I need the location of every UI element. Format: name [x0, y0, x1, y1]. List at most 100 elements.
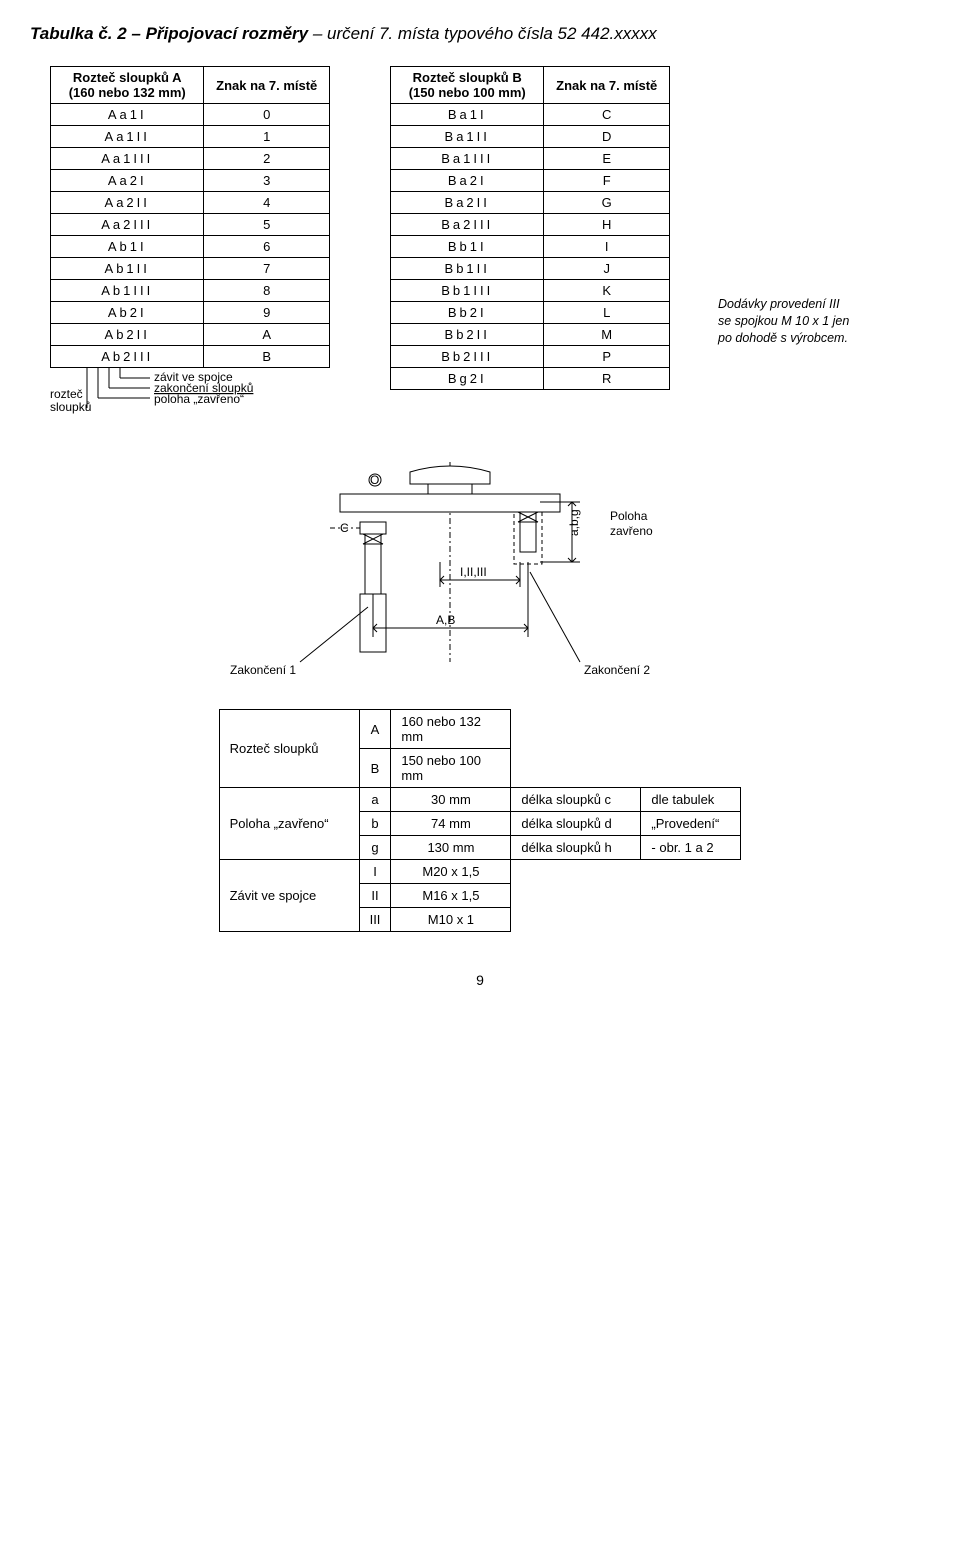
- table-row-value: 5: [204, 214, 330, 236]
- side-note: Dodávky provedení III se spojkou M 10 x …: [718, 296, 888, 347]
- table-row-code: Aa1II: [51, 126, 204, 148]
- legend-l4: poloha „zavřeno“: [154, 392, 244, 406]
- table-row-value: B: [204, 346, 330, 368]
- spec-cell: b: [359, 812, 391, 836]
- table-row-code: Aa1I: [51, 104, 204, 126]
- table-row-value: D: [544, 126, 670, 148]
- page-number: 9: [30, 972, 930, 988]
- table-row-code: Ba2III: [391, 214, 544, 236]
- diagram-label-abg: a,b,g: [567, 509, 581, 536]
- table-row-code: Ba1I: [391, 104, 544, 126]
- table-row-code: Aa2I: [51, 170, 204, 192]
- table-row-value: H: [544, 214, 670, 236]
- table-a-header2: Znak na 7. místě: [204, 67, 330, 104]
- table-row-code: Aa2II: [51, 192, 204, 214]
- spec-cell: délka sloupků d: [511, 812, 641, 836]
- table-row-value: 6: [204, 236, 330, 258]
- spec-cell: I: [359, 860, 391, 884]
- table-row-code: Aa1III: [51, 148, 204, 170]
- table-row-code: Ab1I: [51, 236, 204, 258]
- table-row-code: Ba2II: [391, 192, 544, 214]
- table-row-code: Ba2I: [391, 170, 544, 192]
- spec-cell: dle tabulek: [641, 788, 741, 812]
- spec-cell: 130 mm: [391, 836, 511, 860]
- table-a: Rozteč sloupků A (160 nebo 132 mm) Znak …: [50, 66, 330, 368]
- spec-cell: g: [359, 836, 391, 860]
- table-row-value: C: [544, 104, 670, 126]
- title-bold: Tabulka č. 2 – Připojovací rozměry: [30, 24, 308, 43]
- table-row-value: A: [204, 324, 330, 346]
- table-row-value: 7: [204, 258, 330, 280]
- diagram-label-z1: Zakončení 1: [230, 663, 296, 677]
- table-row-value: 4: [204, 192, 330, 214]
- table-row-value: 1: [204, 126, 330, 148]
- table-row-value: L: [544, 302, 670, 324]
- legend-bracket: roztečsloupků závit ve spojce zakončení …: [50, 368, 350, 432]
- spec-cell: 74 mm: [391, 812, 511, 836]
- table-row-code: Bb1II: [391, 258, 544, 280]
- spec-r2-label: Poloha „zavřeno“: [219, 788, 359, 860]
- spec-cell: M20 x 1,5: [391, 860, 511, 884]
- spec-r1-label: Rozteč sloupků: [219, 710, 359, 788]
- spec-cell: M10 x 1: [391, 908, 511, 932]
- table-row-code: Bb1III: [391, 280, 544, 302]
- diagram-label-C: C: [340, 521, 349, 535]
- table-row-code: Bb1I: [391, 236, 544, 258]
- table-row-code: Bb2II: [391, 324, 544, 346]
- spec-cell: „Provedení“: [641, 812, 741, 836]
- diagram-label-O: O: [370, 473, 379, 487]
- table-row-code: Ba1III: [391, 148, 544, 170]
- table-row-value: 2: [204, 148, 330, 170]
- legend-l1: roztečsloupků: [50, 387, 91, 414]
- title-italic: – určení 7. místa typového čísla 52 442.…: [308, 24, 657, 43]
- spec-cell: - obr. 1 a 2: [641, 836, 741, 860]
- table-row-value: 3: [204, 170, 330, 192]
- table-row-value: M: [544, 324, 670, 346]
- table-row-value: G: [544, 192, 670, 214]
- table-row-value: 8: [204, 280, 330, 302]
- table-row-value: R: [544, 368, 670, 390]
- table-row-code: Bg2I: [391, 368, 544, 390]
- table-row-value: F: [544, 170, 670, 192]
- spec-cell: M16 x 1,5: [391, 884, 511, 908]
- table-row-value: 0: [204, 104, 330, 126]
- table-row-code: Aa2III: [51, 214, 204, 236]
- diagram-label-iii: I,II,III: [460, 565, 487, 579]
- table-row-code: Bb2III: [391, 346, 544, 368]
- spec-cell: II: [359, 884, 391, 908]
- mechanical-diagram: O C a,b,g Poloha zavřeno I,II,III Zakonč…: [180, 462, 780, 685]
- table-row-value: E: [544, 148, 670, 170]
- spec-cell: A: [359, 710, 391, 749]
- spec-cell: 160 nebo 132 mm: [391, 710, 511, 749]
- spec-cell: 30 mm: [391, 788, 511, 812]
- spec-table: Rozteč sloupků A 160 nebo 132 mm B 150 n…: [219, 709, 742, 932]
- spec-cell: délka sloupků c: [511, 788, 641, 812]
- table-row-code: Ab1III: [51, 280, 204, 302]
- table-row-value: J: [544, 258, 670, 280]
- diagram-label-z2: Zakončení 2: [584, 663, 650, 677]
- table-b: Rozteč sloupků B (150 nebo 100 mm) Znak …: [390, 66, 670, 390]
- table-a-header1: Rozteč sloupků A (160 nebo 132 mm): [51, 67, 204, 104]
- table-row-value: I: [544, 236, 670, 258]
- table-row-code: Bb2I: [391, 302, 544, 324]
- table-row-value: 9: [204, 302, 330, 324]
- table-row-code: Ab1II: [51, 258, 204, 280]
- spec-cell: 150 nebo 100 mm: [391, 749, 511, 788]
- table-b-header1: Rozteč sloupků B (150 nebo 100 mm): [391, 67, 544, 104]
- table-b-header2: Znak na 7. místě: [544, 67, 670, 104]
- spec-cell: B: [359, 749, 391, 788]
- diagram-label-poloha2: zavřeno: [610, 524, 653, 538]
- page-title: Tabulka č. 2 – Připojovací rozměry – urč…: [30, 24, 930, 44]
- table-row-value: K: [544, 280, 670, 302]
- table-row-code: Ab2I: [51, 302, 204, 324]
- table-row-code: Ab2III: [51, 346, 204, 368]
- spec-cell: a: [359, 788, 391, 812]
- diagram-label-AB: A,B: [436, 613, 455, 627]
- table-row-value: P: [544, 346, 670, 368]
- table-row-code: Ab2II: [51, 324, 204, 346]
- diagram-label-poloha1: Poloha: [610, 509, 648, 523]
- spec-r3-label: Závit ve spojce: [219, 860, 359, 932]
- spec-cell: délka sloupků h: [511, 836, 641, 860]
- spec-cell: III: [359, 908, 391, 932]
- table-row-code: Ba1II: [391, 126, 544, 148]
